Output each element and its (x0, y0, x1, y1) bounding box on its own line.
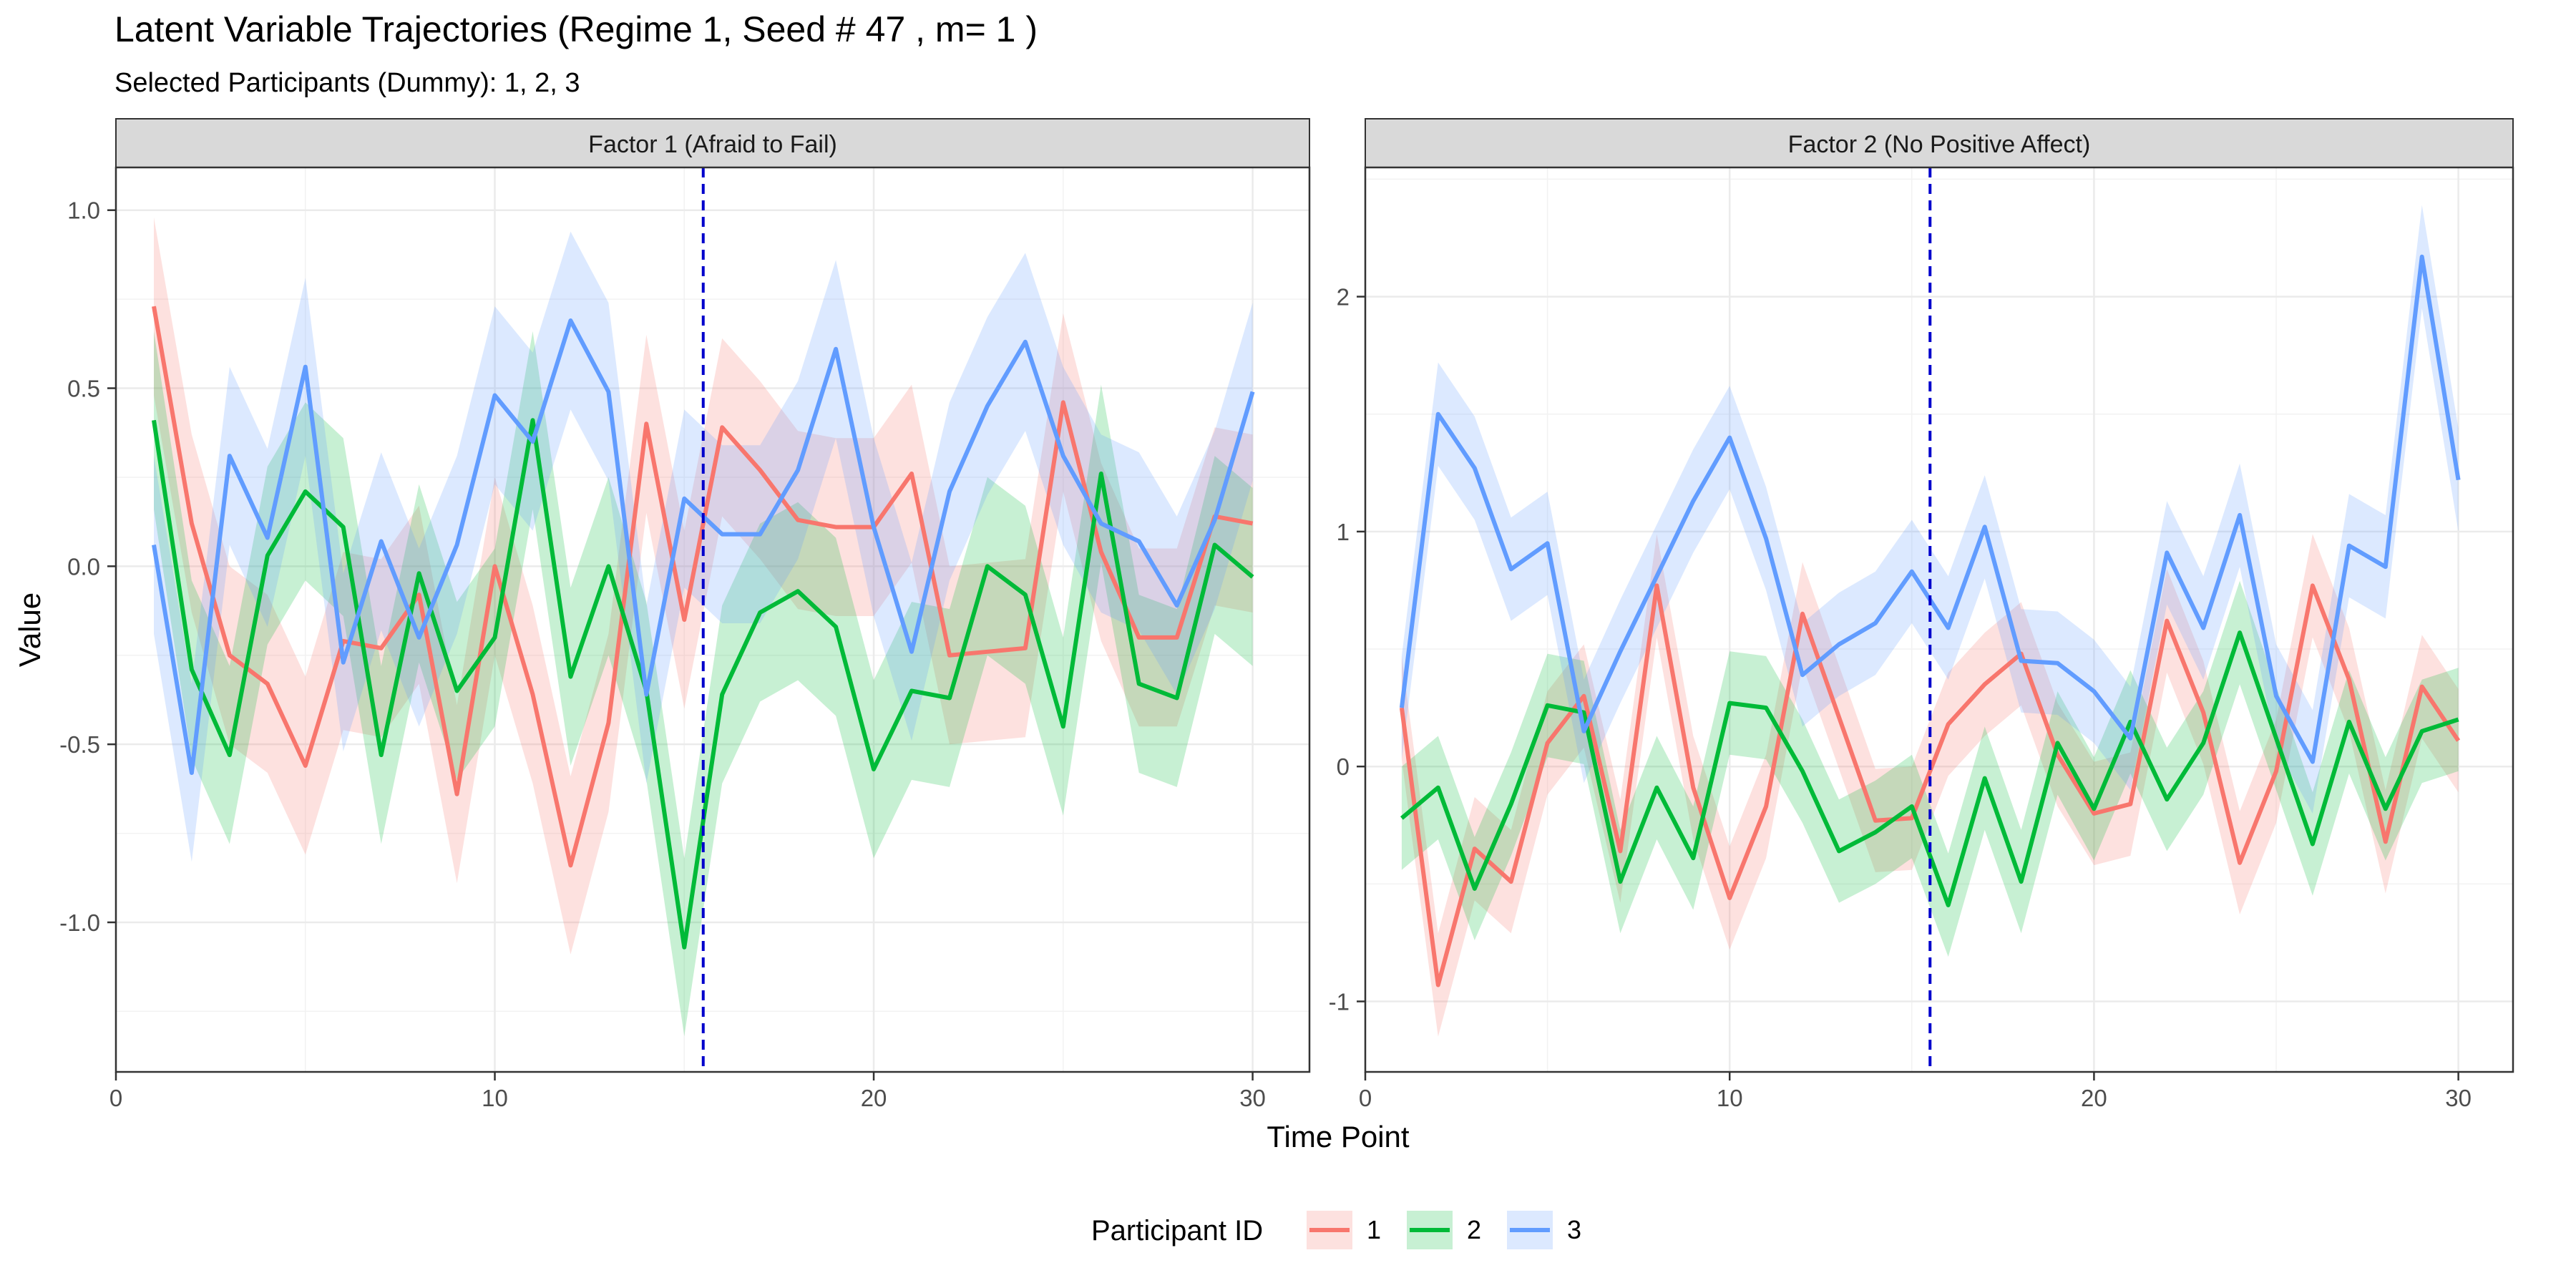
x-axis-label: Time Point (1267, 1120, 1410, 1153)
x-axis: 0 10 20 30 (1359, 1072, 2472, 1111)
series-line-participant-2 (1400, 630, 2459, 907)
y-tick-label: -0.5 (59, 731, 100, 758)
y-tick-label: 0 (1337, 753, 1350, 780)
facet-panel-1: Factor 1 (Afraid to Fail) 0 10 20 30 1.0 0.5 0.… (59, 118, 1311, 1111)
x-tick-label: 20 (861, 1085, 887, 1111)
plot-area (1399, 167, 2461, 1072)
facet-strip-label: Factor 2 (No Positive Affect) (1788, 131, 2091, 158)
x-tick-label: 20 (2081, 1085, 2107, 1111)
legend-label: 1 (1367, 1215, 1381, 1244)
x-tick-label: 0 (1359, 1085, 1372, 1111)
chart-title: Latent Variable Trajectories (Regime 1, … (114, 9, 1038, 49)
y-tick-label: 0.5 (67, 376, 100, 402)
facet-strip (115, 118, 1310, 168)
legend-item-2: 2 (1407, 1211, 1481, 1249)
y-tick-label: -1.0 (59, 909, 100, 936)
ribbon-participant-3 (1401, 205, 2459, 814)
facet-panel-2: Factor 2 (No Positive Affect)0 10 20 30210-… (1329, 118, 2514, 1111)
panel-border (1364, 166, 2514, 1073)
y-tick-label: -1 (1329, 989, 1350, 1015)
facet-strip-label: Factor 1 (Afraid to Fail) (588, 131, 837, 158)
series-line-participant-1 (152, 306, 1254, 868)
legend-label: 3 (1567, 1215, 1581, 1244)
legend-label: 2 (1467, 1215, 1481, 1244)
x-axis: 0 10 20 30 (109, 1072, 1266, 1111)
facet-panels: Factor 1 (Afraid to Fail)0 10 20 301.00.50.… (59, 118, 2514, 1111)
panel-border (114, 166, 1311, 1073)
facet-strip (1365, 118, 2514, 168)
plot-area (152, 167, 1255, 1072)
y-axis-label: Value (13, 592, 47, 667)
y-axis: 2 1 0 -1 (1329, 284, 1365, 1015)
x-tick-label: 0 (109, 1085, 122, 1111)
legend-item-1: 1 (1307, 1211, 1381, 1249)
y-tick-label: 1 (1337, 519, 1350, 545)
legend: Participant ID 1 2 3 (1091, 1211, 1581, 1249)
x-tick-label: 30 (2445, 1085, 2472, 1111)
y-axis: 1.0 0.5 0.0 -0.5 -1.0 (59, 197, 116, 936)
chart-subtitle: Selected Participants (Dummy): 1, 2, 3 (114, 68, 580, 98)
y-tick-label: 0.0 (67, 553, 100, 580)
series-line-participant-2 (152, 418, 1254, 950)
legend-item-3: 3 (1507, 1211, 1581, 1249)
x-tick-label: 10 (1717, 1085, 1743, 1111)
y-tick-label: 2 (1337, 284, 1350, 311)
legend-title: Participant ID (1091, 1215, 1263, 1246)
x-tick-label: 30 (1239, 1085, 1266, 1111)
x-tick-label: 10 (482, 1085, 508, 1111)
y-tick-label: 1.0 (67, 197, 100, 224)
